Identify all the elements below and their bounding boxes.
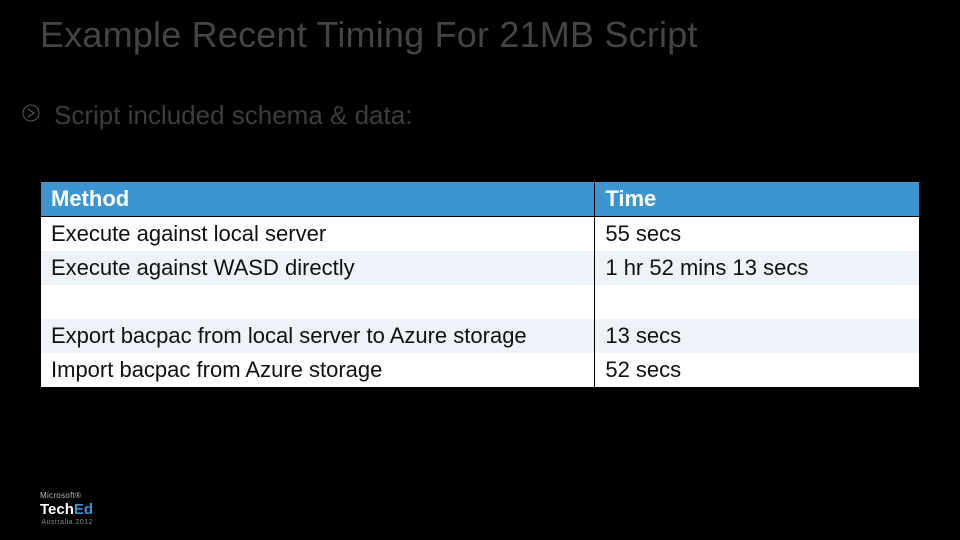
cell-time: 13 secs [595,319,920,353]
table-row: Import bacpac from Azure storage 52 secs [41,353,920,388]
arrow-bullet-icon [22,104,40,127]
cell-method: Export bacpac from local server to Azure… [41,319,595,353]
brand-sub: Australia 2012 [40,519,93,526]
bullet-text: Script included schema & data: [54,100,412,131]
cell-method: Import bacpac from Azure storage [41,353,595,388]
table-row: Execute against WASD directly 1 hr 52 mi… [41,251,920,285]
header-time: Time [595,182,920,217]
slide-title: Example Recent Timing For 21MB Script [0,0,960,56]
timing-table: Method Time Execute against local server… [40,181,920,388]
brand-main-tech: Tech [40,501,74,518]
cell-time: 52 secs [595,353,920,388]
brand-top: Microsoft® [40,492,93,500]
cell-method [41,285,595,319]
cell-time: 55 secs [595,217,920,252]
bullet-row: Script included schema & data: [0,56,960,131]
cell-time [595,285,920,319]
table-row [41,285,920,319]
brand-main: TechEd [40,501,93,518]
table-row: Execute against local server 55 secs [41,217,920,252]
cell-method: Execute against local server [41,217,595,252]
brand-main-ed: Ed [74,501,93,518]
table-row: Export bacpac from local server to Azure… [41,319,920,353]
header-method: Method [41,182,595,217]
footer-branding: Microsoft® TechEd Australia 2012 [40,492,93,526]
table-header-row: Method Time [41,182,920,217]
cell-method: Execute against WASD directly [41,251,595,285]
cell-time: 1 hr 52 mins 13 secs [595,251,920,285]
